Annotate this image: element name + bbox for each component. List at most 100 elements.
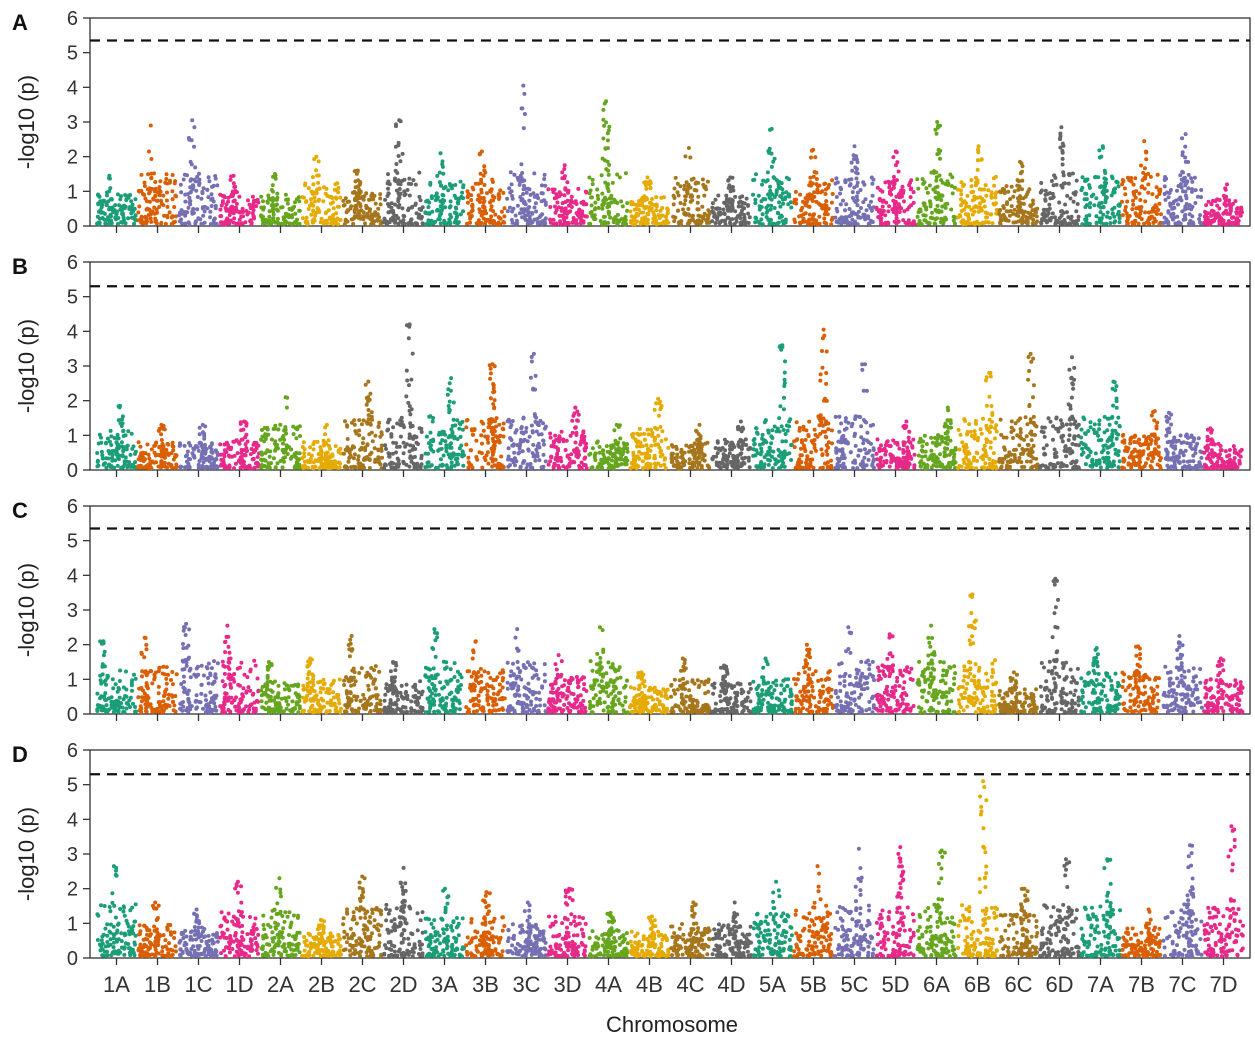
snp-point xyxy=(635,444,639,449)
snp-point xyxy=(394,122,398,127)
snp-point xyxy=(533,387,538,392)
snp-point xyxy=(179,190,184,195)
snp-point xyxy=(396,178,401,183)
snp-point xyxy=(589,466,594,470)
snp-point xyxy=(220,193,225,198)
snp-point xyxy=(739,204,744,209)
snp-point xyxy=(224,208,229,213)
snp-point xyxy=(519,162,524,167)
snp-point xyxy=(377,460,382,465)
snp-point xyxy=(915,177,920,182)
snp-point xyxy=(505,209,510,214)
snp-point xyxy=(702,193,707,198)
snp-point xyxy=(364,203,369,208)
snp-point xyxy=(508,190,513,195)
snp-point xyxy=(613,438,618,443)
snp-point xyxy=(157,205,162,209)
snp-point xyxy=(261,214,265,219)
snp-point xyxy=(304,219,308,224)
snp-point xyxy=(539,183,544,188)
snp-point xyxy=(468,448,473,453)
snp-point xyxy=(524,426,529,430)
snp-point xyxy=(650,431,655,435)
snp-point xyxy=(331,200,335,205)
snp-point xyxy=(992,202,997,207)
snp-point xyxy=(192,446,197,451)
y-tick-label: 4 xyxy=(67,77,78,99)
snp-point xyxy=(1031,217,1036,222)
snp-point xyxy=(293,211,298,216)
snp-point xyxy=(1083,205,1088,210)
snp-point xyxy=(121,211,125,216)
snp-point xyxy=(597,450,602,455)
snp-point xyxy=(431,437,436,442)
snp-point xyxy=(537,458,542,463)
snp-point xyxy=(173,454,178,459)
snp-point xyxy=(108,212,113,217)
snp-point xyxy=(526,210,531,215)
snp-point xyxy=(679,447,684,452)
snp-point xyxy=(847,207,852,211)
snp-peak-point xyxy=(893,149,898,154)
snp-point xyxy=(333,444,338,449)
snp-point xyxy=(465,200,470,205)
snp-point xyxy=(766,192,771,197)
snp-peak-point xyxy=(521,83,526,88)
snp-point xyxy=(266,193,271,198)
snp-point xyxy=(543,424,548,429)
snp-point xyxy=(619,462,624,466)
snp-point xyxy=(238,421,243,426)
snp-point xyxy=(275,216,280,221)
snp-point xyxy=(1117,220,1122,225)
snp-point xyxy=(452,434,457,439)
snp-point xyxy=(458,434,463,439)
snp-point xyxy=(461,463,466,468)
snp-point xyxy=(334,196,339,201)
snp-point xyxy=(367,458,372,462)
snp-point xyxy=(1099,154,1104,159)
snp-point xyxy=(501,465,506,470)
snp-point xyxy=(589,210,594,214)
snp-point xyxy=(716,211,721,216)
snp-point xyxy=(464,425,469,430)
snp-point xyxy=(1033,207,1038,212)
snp-point xyxy=(838,185,843,190)
snp-point xyxy=(335,204,340,209)
snp-point xyxy=(1125,199,1130,204)
snp-point xyxy=(232,453,237,458)
snp-point xyxy=(426,441,431,446)
snp-point xyxy=(772,206,777,210)
snp-point xyxy=(656,442,660,447)
snp-point xyxy=(208,215,213,220)
snp-point xyxy=(653,220,658,225)
snp-point xyxy=(600,466,605,471)
snp-point xyxy=(715,440,720,445)
snp-point xyxy=(172,181,177,186)
snp-point xyxy=(431,449,436,454)
snp-point xyxy=(219,203,224,208)
snp-point xyxy=(161,193,166,198)
snp-point xyxy=(237,194,242,199)
snp-point xyxy=(317,456,322,461)
snp-point xyxy=(283,455,288,460)
snp-point xyxy=(180,221,184,226)
snp-point xyxy=(449,460,454,465)
snp-point xyxy=(1212,217,1217,222)
snp-point xyxy=(497,422,502,427)
chromosome-1C-points xyxy=(177,422,220,471)
snp-point xyxy=(753,220,758,225)
snp-point xyxy=(1052,173,1057,178)
snp-point xyxy=(710,219,715,224)
snp-point xyxy=(153,441,158,446)
snp-point xyxy=(695,200,700,205)
snp-point xyxy=(1211,198,1215,203)
snp-point xyxy=(1137,191,1142,196)
snp-point xyxy=(194,219,198,224)
snp-point xyxy=(696,213,701,218)
snp-point xyxy=(522,91,527,96)
snp-point xyxy=(554,192,559,197)
snp-point xyxy=(417,194,422,199)
snp-point xyxy=(132,206,137,211)
snp-point xyxy=(735,214,740,219)
snp-point xyxy=(823,192,828,196)
